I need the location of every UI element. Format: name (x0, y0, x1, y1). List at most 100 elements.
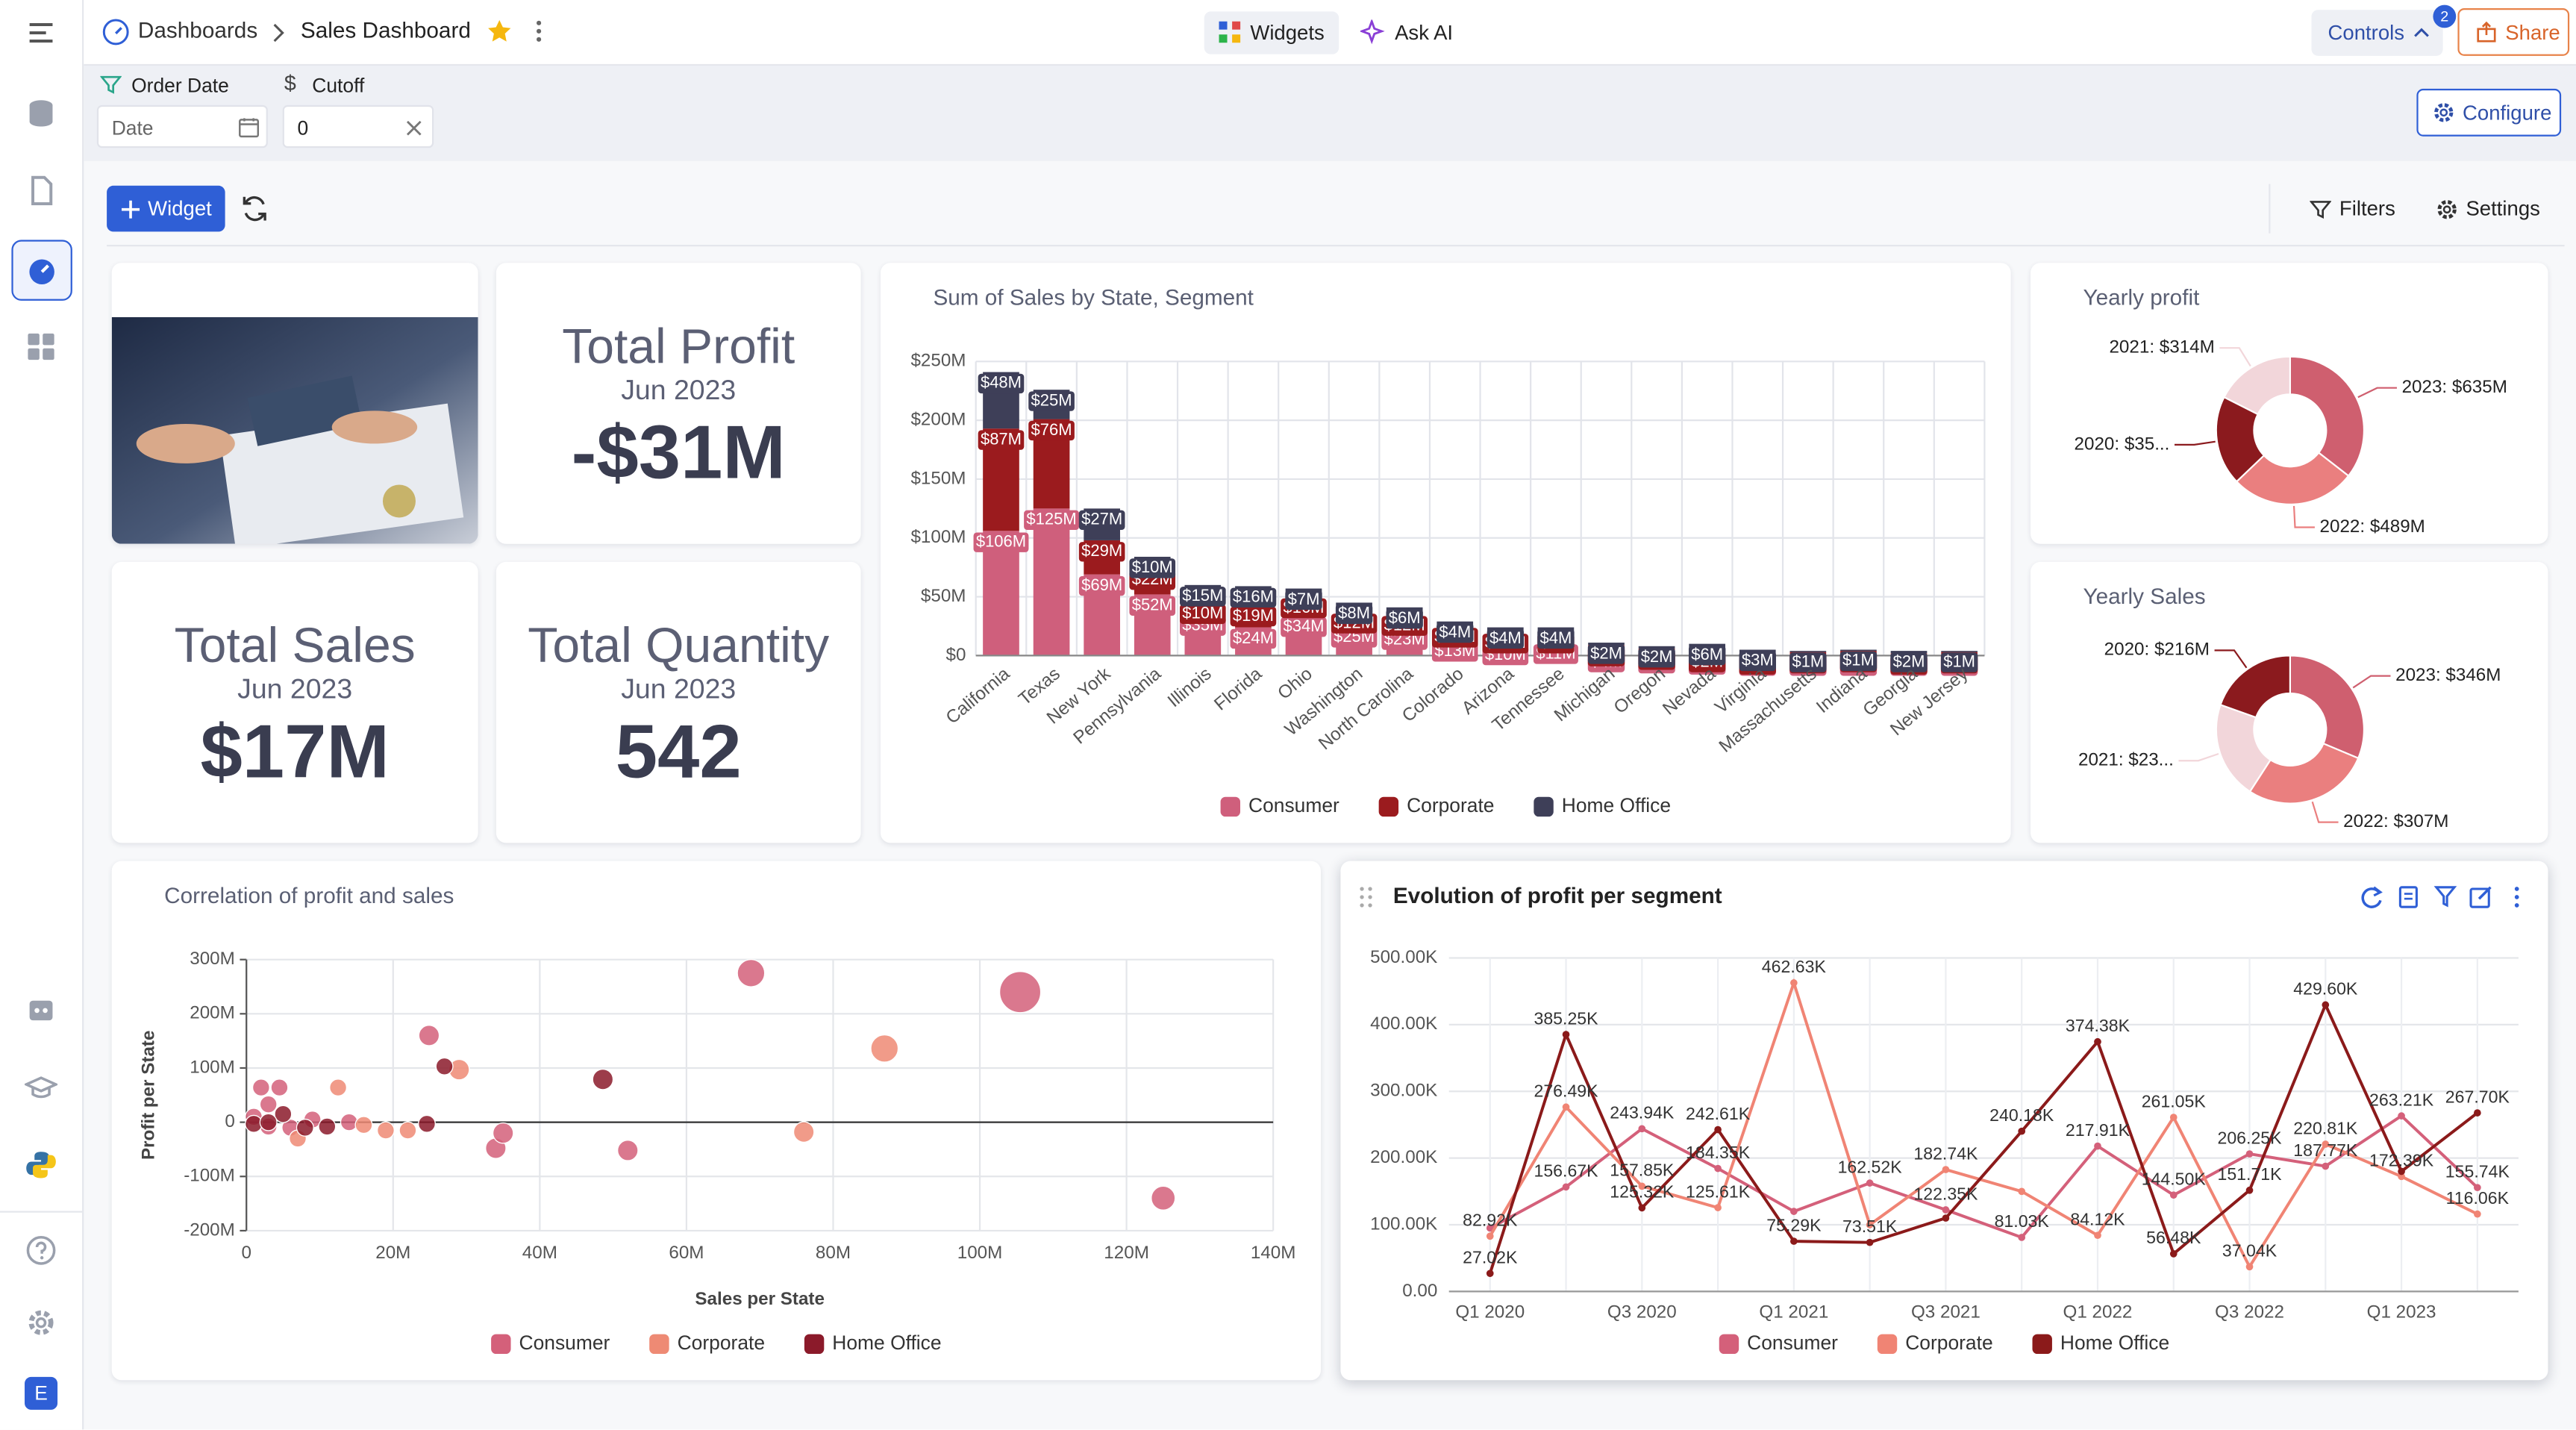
settings-button[interactable]: Settings (2436, 194, 2540, 224)
dashboards-nav-active[interactable] (11, 240, 72, 301)
bot-icon[interactable] (25, 993, 57, 1025)
bar-segment (1033, 508, 1070, 656)
value-label-bg (1230, 628, 1277, 649)
value-label-bg (978, 373, 1025, 394)
series-line (1488, 1001, 2479, 1274)
widget-actions[interactable] (2359, 884, 2531, 910)
value-label: $16M (1233, 587, 1274, 606)
value-label: $69M (1081, 575, 1122, 594)
value-label: 261.05K (2142, 1091, 2207, 1111)
value-label: $1M (1792, 652, 1824, 670)
ask-ai-label: Ask AI (1395, 21, 1454, 45)
widgets-button[interactable]: Widgets (1204, 11, 1339, 54)
point (1486, 1232, 1494, 1240)
refresh-button[interactable] (240, 194, 269, 224)
value-label: 122.35K (1913, 1184, 1978, 1203)
value-label: $3M (1742, 651, 1774, 669)
value-label-bg (978, 430, 1025, 450)
value-label: $4M (1439, 622, 1471, 641)
bubble (398, 1121, 417, 1140)
learn-icon[interactable] (25, 1071, 58, 1104)
value-label: $24M (1233, 628, 1274, 647)
widgets-icon (1219, 21, 1241, 43)
python-icon[interactable] (25, 1149, 57, 1181)
kpi-card: Total Quantity Jun 2023 542 (495, 561, 861, 843)
menu-icon[interactable] (25, 16, 57, 49)
x-tick-label: Florida (1210, 664, 1266, 715)
point (1942, 1166, 1950, 1173)
more-menu[interactable] (534, 18, 543, 44)
document-icon[interactable] (25, 174, 57, 207)
y-tick-label: 200.00K (1370, 1147, 1437, 1167)
settings-icon[interactable] (25, 1306, 57, 1339)
y-tick-label: 100M (190, 1057, 235, 1077)
widgets-icon[interactable] (25, 331, 57, 363)
ask-ai-button[interactable]: Ask AI (1354, 11, 1460, 54)
sidebar-divider (0, 1211, 83, 1213)
x-tick-label: 80M (816, 1243, 851, 1263)
configure-button[interactable]: Configure (2416, 88, 2562, 137)
share-label: Share (2505, 20, 2560, 44)
y-tick-label: $200M (910, 410, 966, 430)
value-label-bg (1839, 651, 1878, 672)
share-icon (2477, 21, 2496, 43)
filter-bar: Order Date Date $ Cutoff 0 Configure (84, 66, 2576, 161)
y-tick-label: 300M (190, 949, 235, 969)
point (1638, 1125, 1646, 1133)
bubble (259, 1113, 278, 1131)
cutoff-input[interactable]: 0 (282, 104, 434, 149)
point (2169, 1114, 2178, 1121)
pie-slice (2289, 655, 2366, 760)
scatter-chart: Correlation of profit and sales -200M -100… (139, 884, 1295, 1355)
point (1486, 1224, 1494, 1232)
point (2169, 1191, 2178, 1199)
add-widget-button[interactable]: Widget (107, 185, 225, 232)
bubble (259, 1095, 278, 1114)
legend-swatch (2032, 1334, 2052, 1355)
controls-button[interactable]: Controls (2311, 10, 2443, 56)
breadcrumb-link[interactable]: Dashboards (137, 18, 258, 43)
legend-label: Consumer (1747, 1331, 1838, 1354)
value-label: $6M (1389, 608, 1421, 627)
point (2094, 1037, 2101, 1046)
point (1790, 979, 1798, 987)
filters-button[interactable]: Filters (2310, 194, 2395, 224)
scatter-chart-card: Correlation of profit and sales -200M -100… (111, 861, 1322, 1381)
legend-label: Consumer (1248, 794, 1339, 817)
x-axis-title: Sales per State (695, 1289, 825, 1309)
kpi-card: Total Sales Jun 2023 $17M (111, 561, 478, 843)
kpi-value: $17M (200, 708, 390, 794)
legend-swatch (649, 1334, 669, 1355)
point (1790, 1208, 1798, 1215)
help-icon[interactable] (25, 1234, 57, 1267)
bubble (274, 1105, 293, 1123)
bar-segment (1638, 646, 1675, 649)
x-tick-label: Q3 2022 (2215, 1302, 2284, 1322)
slice-label: 2023: $635M (2402, 377, 2507, 397)
share-button[interactable]: Share (2457, 8, 2570, 56)
cutoff-value: 0 (297, 116, 309, 140)
legend-swatch (1220, 796, 1240, 817)
pie-chart-card: Yearly profit 2023: $635M 2022: $489M 2020:… (2031, 263, 2548, 544)
breadcrumb-separator (273, 23, 284, 43)
point (1486, 1270, 1494, 1278)
value-label: $52M (1132, 596, 1173, 614)
toolbar-rule (107, 245, 2565, 247)
point (1866, 1238, 1874, 1246)
x-tick-label: Q1 2021 (1759, 1302, 1828, 1322)
favorite-star[interactable] (487, 18, 513, 44)
order-date-input[interactable]: Date (96, 104, 268, 149)
user-avatar[interactable]: E (25, 1376, 58, 1410)
value-label: 243.94K (1610, 1103, 1675, 1123)
database-icon[interactable] (25, 97, 57, 130)
x-tick-label: Q3 2021 (1911, 1302, 1981, 1322)
value-label: 27.02K (1463, 1248, 1518, 1267)
slice-label: 2022: $307M (2343, 811, 2448, 831)
value-label: 462.63K (1762, 957, 1827, 976)
clear-icon[interactable] (406, 120, 422, 137)
cutoff-label: Cutoff (312, 74, 365, 97)
point (2245, 1263, 2254, 1271)
value-label-bg (1281, 617, 1327, 637)
drag-handle[interactable] (1359, 886, 1375, 909)
value-label-bg (1078, 542, 1125, 562)
